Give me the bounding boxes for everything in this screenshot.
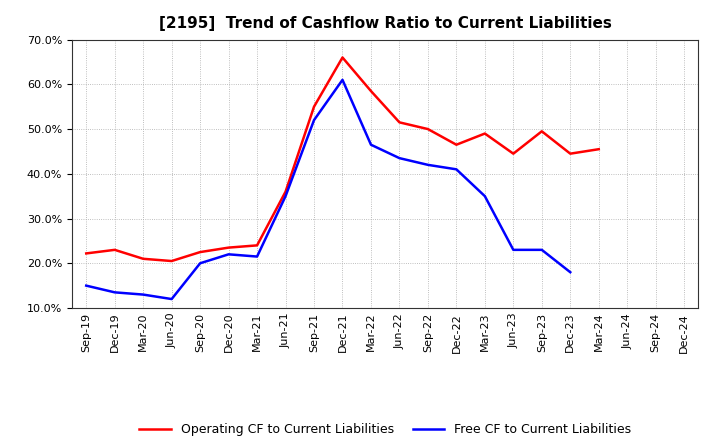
Legend: Operating CF to Current Liabilities, Free CF to Current Liabilities: Operating CF to Current Liabilities, Fre… <box>135 418 636 440</box>
Operating CF to Current Liabilities <box>167 258 176 264</box>
Free CF to Current Liabilities <box>480 194 489 199</box>
Free CF to Current Liabilities <box>338 77 347 83</box>
Free CF to Current Liabilities <box>509 247 518 253</box>
Operating CF to Current Liabilities <box>452 142 461 147</box>
Free CF to Current Liabilities <box>395 155 404 161</box>
Free CF to Current Liabilities <box>537 247 546 253</box>
Free CF to Current Liabilities <box>167 297 176 302</box>
Operating CF to Current Liabilities <box>225 245 233 250</box>
Operating CF to Current Liabilities <box>310 104 318 109</box>
Free CF to Current Liabilities <box>110 290 119 295</box>
Operating CF to Current Liabilities <box>509 151 518 156</box>
Operating CF to Current Liabilities <box>566 151 575 156</box>
Operating CF to Current Liabilities <box>480 131 489 136</box>
Free CF to Current Liabilities <box>452 167 461 172</box>
Operating CF to Current Liabilities <box>110 247 119 253</box>
Operating CF to Current Liabilities <box>196 249 204 255</box>
Line: Operating CF to Current Liabilities: Operating CF to Current Liabilities <box>86 58 599 261</box>
Free CF to Current Liabilities <box>366 142 375 147</box>
Line: Free CF to Current Liabilities: Free CF to Current Liabilities <box>86 80 570 299</box>
Free CF to Current Liabilities <box>225 252 233 257</box>
Operating CF to Current Liabilities <box>366 88 375 94</box>
Free CF to Current Liabilities <box>82 283 91 288</box>
Title: [2195]  Trend of Cashflow Ratio to Current Liabilities: [2195] Trend of Cashflow Ratio to Curren… <box>159 16 611 32</box>
Operating CF to Current Liabilities <box>338 55 347 60</box>
Free CF to Current Liabilities <box>566 270 575 275</box>
Operating CF to Current Liabilities <box>139 256 148 261</box>
Free CF to Current Liabilities <box>282 194 290 199</box>
Operating CF to Current Liabilities <box>82 251 91 256</box>
Operating CF to Current Liabilities <box>282 189 290 194</box>
Free CF to Current Liabilities <box>139 292 148 297</box>
Operating CF to Current Liabilities <box>537 128 546 134</box>
Free CF to Current Liabilities <box>196 260 204 266</box>
Operating CF to Current Liabilities <box>423 126 432 132</box>
Operating CF to Current Liabilities <box>253 243 261 248</box>
Operating CF to Current Liabilities <box>395 120 404 125</box>
Free CF to Current Liabilities <box>253 254 261 259</box>
Free CF to Current Liabilities <box>423 162 432 168</box>
Operating CF to Current Liabilities <box>595 147 603 152</box>
Free CF to Current Liabilities <box>310 117 318 123</box>
